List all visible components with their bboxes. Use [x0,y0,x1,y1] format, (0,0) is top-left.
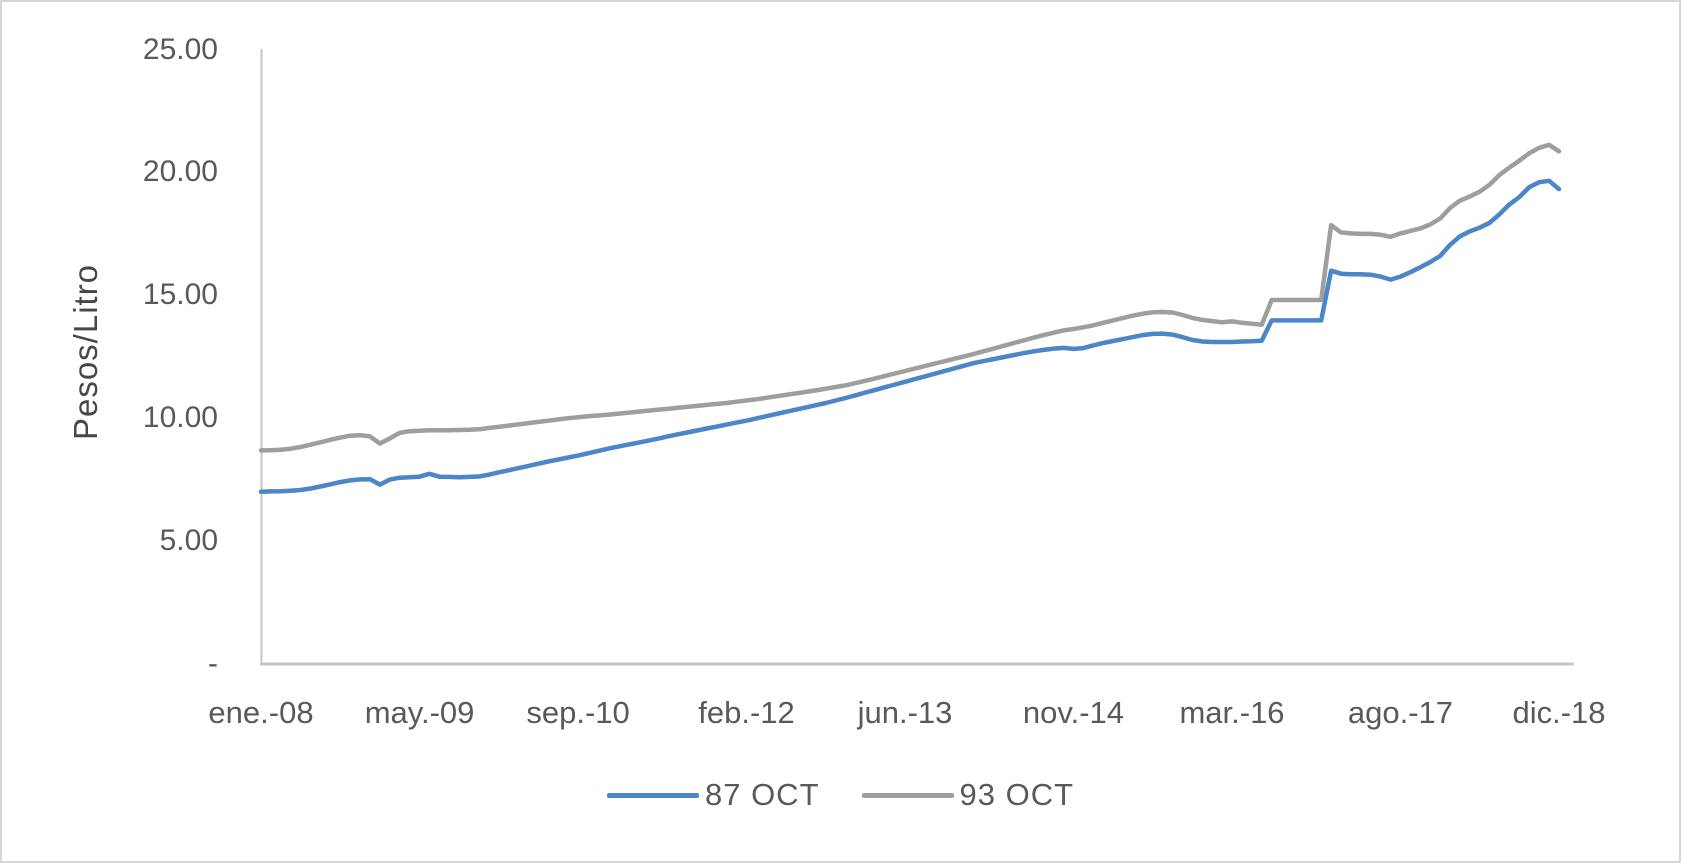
legend-label-93-oct: 93 OCT [959,777,1075,812]
x-axis-tick-label: ago.-17 [1347,695,1454,730]
y-axis-tick-label: 15.00 [142,278,218,312]
y-axis-tick-label: 10.00 [142,401,218,435]
x-axis-tick-label: feb.-12 [698,695,795,730]
series-line-93-oct [258,142,1562,453]
x-axis-tick-label: sep.-10 [526,695,630,730]
y-axis-tick-label: - [208,647,218,680]
legend-swatch-93-oct [861,792,954,798]
y-axis-tick-label: 5.00 [159,524,218,558]
x-axis-tick-label: mar.-16 [1179,695,1285,730]
y-axis-tick-label: 20.00 [142,155,218,189]
legend-item-93-oct: 93 OCT [861,777,1075,813]
x-axis-tick-label: nov.-14 [1022,695,1125,730]
y-axis-tick-label: 25.00 [142,32,218,66]
legend-label-87-oct: 87 OCT [704,777,820,812]
x-axis-tick-label: ene.-08 [208,695,314,730]
legend-swatch-87-oct [606,792,699,798]
series-line-87-oct [258,178,1562,494]
x-axis-tick-label: jun.-13 [857,695,953,730]
x-axis-tick-label: dic.-18 [1512,695,1606,730]
legend: 87 OCT 93 OCT [2,777,1679,813]
x-axis-tick-label: may.-09 [364,695,475,730]
legend-item-87-oct: 87 OCT [606,777,820,813]
